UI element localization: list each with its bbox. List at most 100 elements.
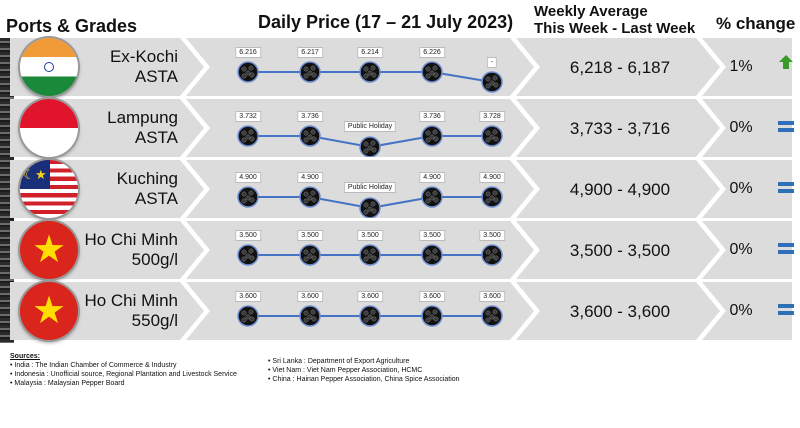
daily-price-label: 3.736 (419, 111, 445, 122)
row-background (10, 99, 792, 157)
source-item: Indonesia : Unofficial source, Regional … (10, 370, 268, 379)
port-grade-name: Kuching ASTA (80, 169, 178, 209)
pepper-dot-icon (237, 61, 259, 83)
sources-title: Sources: (10, 353, 40, 360)
percent-change-value: 1% (729, 58, 753, 75)
weekly-average-label: Weekly Average (534, 3, 648, 20)
weekly-average-value: 6,218 - 6,187 (569, 58, 671, 77)
pepper-dot-icon (359, 305, 381, 327)
grade-name: ASTA (134, 189, 178, 208)
daily-price-label: Public Holiday (343, 182, 397, 193)
pepper-dot-icon (481, 186, 503, 208)
equal-icon (778, 121, 794, 132)
malaysia-flag-icon: ☾★ (20, 160, 78, 218)
ports-grades-header: Ports & Grades (6, 16, 138, 36)
row-separator-chevrons (180, 282, 726, 340)
yellow-star-icon: ★ (31, 290, 67, 332)
percent-change-value: 0% (729, 241, 753, 258)
weekly-average-value: 4,900 - 4,900 (569, 180, 671, 199)
yellow-star-icon: ★ (31, 229, 67, 271)
pepper-dot-icon (237, 244, 259, 266)
daily-price-label: 3.500 (479, 230, 505, 241)
row-separator-chevrons (180, 38, 726, 96)
pepper-dot-icon (299, 244, 321, 266)
pepper-dot-icon (421, 61, 443, 83)
daily-price-label: 3.600 (235, 291, 261, 302)
indonesia-flag-icon (20, 99, 78, 157)
source-item: Malaysia : Malaysian Pepper Board (10, 379, 268, 388)
daily-price-label: 6.226 (419, 47, 445, 58)
daily-price-label: 3.600 (419, 291, 445, 302)
pepper-dot-icon (421, 125, 443, 147)
pepper-dot-icon (421, 305, 443, 327)
daily-price-label: 6.216 (235, 47, 261, 58)
pepper-dot-icon (299, 305, 321, 327)
pepper-dot-icon (237, 186, 259, 208)
percent-change-value: 0% (729, 302, 753, 319)
percent-change-value: 0% (729, 180, 753, 197)
row-separator-chevrons (180, 221, 726, 279)
grade-name: ASTA (134, 67, 178, 86)
daily-price-label: 3.728 (479, 111, 505, 122)
pepper-dot-icon (421, 244, 443, 266)
daily-price-label: 3.600 (357, 291, 383, 302)
pepper-dot-icon (359, 197, 381, 218)
weekly-average-value: 3,733 - 3,716 (569, 119, 671, 138)
up-arrow-icon (778, 54, 794, 75)
sources-list-right: Sri Lanka : Department of Export Agricul… (268, 357, 460, 388)
port-name: Kuching (116, 169, 178, 188)
source-item: Sri Lanka : Department of Export Agricul… (268, 357, 460, 366)
daily-price-label: 3.600 (297, 291, 323, 302)
daily-price-label: 3.500 (235, 230, 261, 241)
source-item: Viet Nam : Viet Nam Pepper Association, … (268, 366, 460, 375)
row-separator-chevrons (180, 160, 726, 218)
ashoka-chakra-icon (44, 62, 54, 72)
weekly-average-header: Weekly Average This Week - Last Week (534, 3, 695, 37)
port-name: Ho Chi Minh (84, 291, 178, 310)
daily-price-header: Daily Price (17 – 21 July 2023) (258, 12, 514, 32)
row-separator-chevrons (180, 99, 726, 157)
daily-price-label: 3.600 (479, 291, 505, 302)
equal-icon (778, 243, 794, 254)
daily-price-label: - (486, 57, 498, 68)
daily-price-label: 3.500 (357, 230, 383, 241)
vietnam-flag-icon: ★ (20, 221, 78, 279)
pepper-dot-icon (481, 71, 503, 93)
pepper-dot-icon (421, 186, 443, 208)
equal-icon (778, 182, 794, 193)
pepper-dot-icon (299, 186, 321, 208)
source-item: China : Hainan Pepper Association, China… (268, 375, 459, 384)
weekly-average-value: 3,600 - 3,600 (569, 302, 671, 321)
pepper-dot-icon (481, 244, 503, 266)
daily-price-label: 6.214 (357, 47, 383, 58)
row-background (10, 160, 792, 218)
vietnam-flag-icon: ★ (20, 282, 78, 340)
row-background (10, 282, 792, 340)
india-flag-icon (20, 38, 78, 96)
pepper-dot-icon (237, 125, 259, 147)
grade-name: 550g/l (131, 311, 178, 330)
pepper-dot-icon (481, 125, 503, 147)
percent-change-value: 0% (729, 119, 753, 136)
pepper-dot-icon (299, 61, 321, 83)
sources-section: Sources: India : The Indian Chamber of C… (10, 352, 460, 388)
source-item: India : The Indian Chamber of Commerce &… (10, 361, 268, 370)
daily-price-label: 3.736 (297, 111, 323, 122)
daily-price-label: 3.500 (419, 230, 445, 241)
equal-icon (778, 304, 794, 315)
daily-price-label: 3.732 (235, 111, 261, 122)
daily-price-label: 4.900 (297, 172, 323, 183)
port-grade-name: Ho Chi Minh 500g/l (80, 230, 178, 270)
crescent-star-icon: ☾★ (20, 160, 50, 189)
pepper-dot-icon (359, 136, 381, 157)
grade-name: 500g/l (131, 250, 178, 269)
port-grade-name: Ex-Kochi ASTA (80, 47, 178, 87)
pepper-dot-icon (237, 305, 259, 327)
pepper-dot-icon (359, 244, 381, 266)
daily-price-label: 3.500 (297, 230, 323, 241)
row-background (10, 38, 792, 96)
daily-price-label: 6.217 (297, 47, 323, 58)
daily-price-label: 4.900 (235, 172, 261, 183)
daily-price-label: Public Holiday (343, 121, 397, 132)
weekly-average-value: 3,500 - 3,500 (569, 241, 671, 260)
